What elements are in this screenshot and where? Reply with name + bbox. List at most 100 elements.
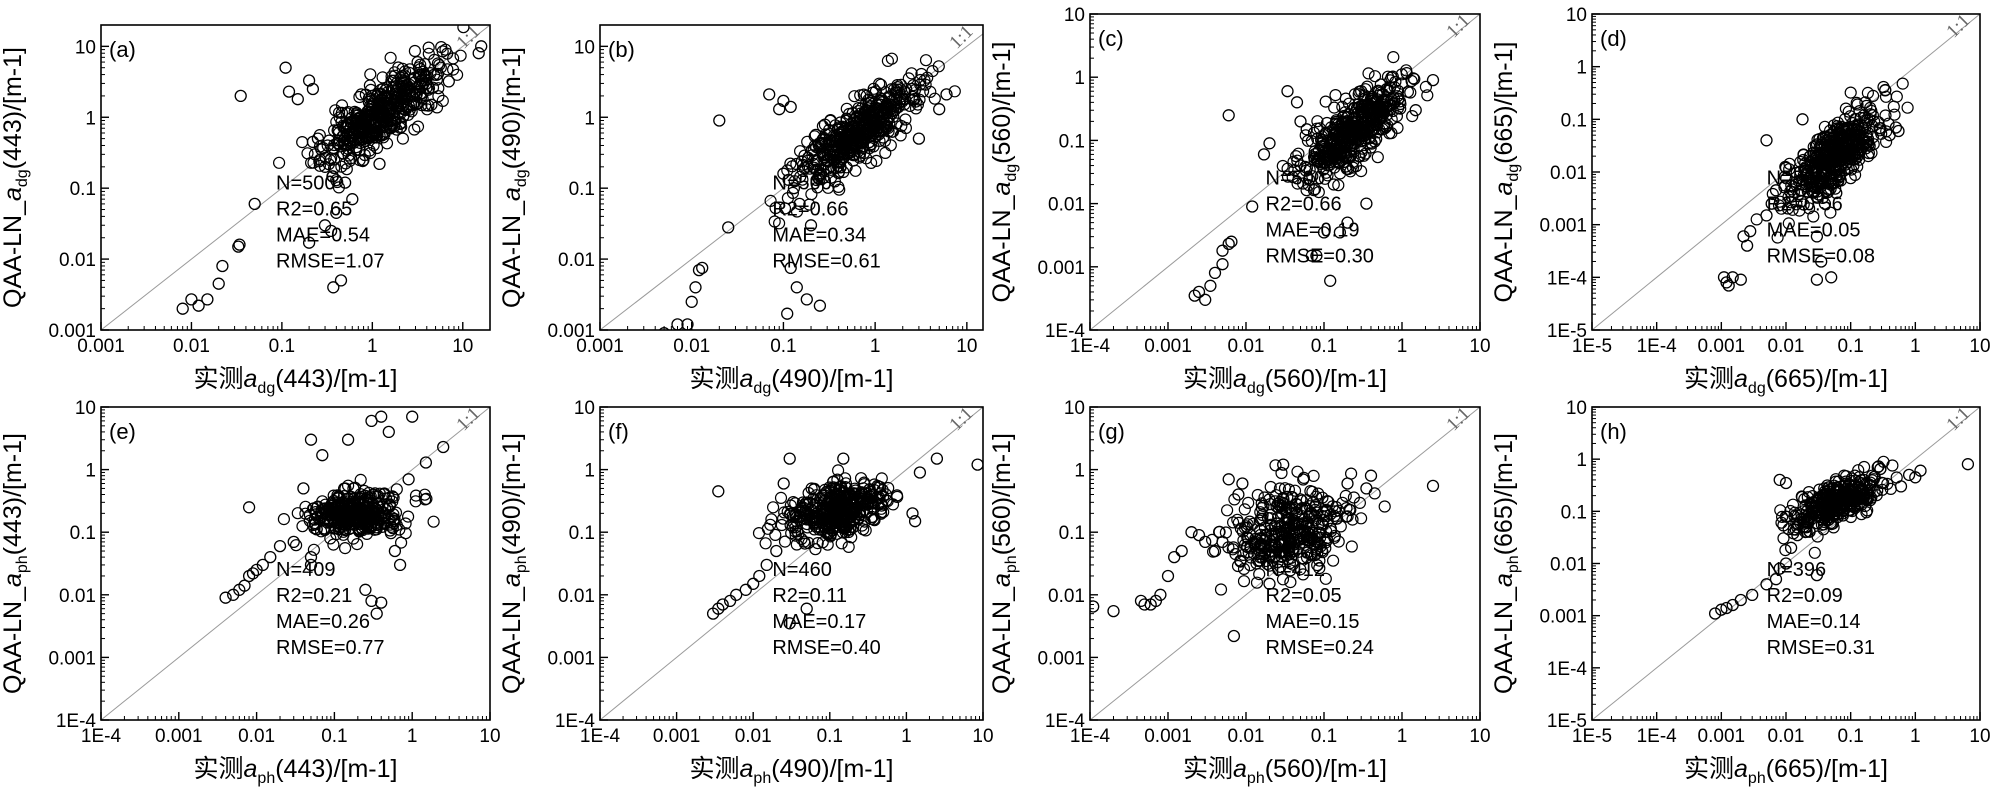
data-point — [1800, 525, 1813, 538]
data-point — [1222, 237, 1235, 251]
data-point — [339, 541, 352, 555]
data-point — [1294, 563, 1307, 576]
data-point — [1844, 498, 1858, 512]
data-point — [373, 109, 386, 123]
data-point — [1312, 487, 1325, 500]
data-point — [877, 101, 890, 115]
data-point — [1349, 120, 1363, 133]
data-point — [1311, 115, 1324, 128]
data-point — [1329, 88, 1342, 102]
data-point — [1810, 176, 1823, 189]
data-point — [437, 440, 450, 454]
data-point — [343, 514, 356, 527]
stat-line: R2=0.66 — [772, 199, 848, 221]
data-point — [1154, 588, 1167, 601]
data-point — [1238, 503, 1251, 516]
data-point — [1744, 225, 1757, 238]
x-axis-title: 实测adg(665)/[m-1] — [1684, 365, 1888, 397]
data-point — [851, 496, 864, 509]
data-point — [1816, 488, 1829, 501]
y-axis-title: QAA-LN_adg(560)/[m-1] — [988, 42, 1020, 303]
data-point — [1107, 604, 1120, 618]
data-point — [874, 78, 888, 91]
x-tick-label: 0.001 — [1144, 726, 1192, 747]
data-point — [1715, 603, 1728, 616]
data-point — [1206, 545, 1220, 558]
x-tick-label: 1E-4 — [81, 726, 122, 747]
x-tick-label: 1 — [367, 336, 378, 357]
y-axis-title: QAA-LN_aph(665)/[m-1] — [1490, 433, 1522, 694]
data-point — [807, 143, 820, 156]
data-point — [408, 76, 421, 89]
data-point — [332, 134, 345, 147]
data-point — [316, 449, 329, 462]
x-axis-title: 实测adg(560)/[m-1] — [1183, 365, 1387, 397]
stat-line: MAE=0.54 — [276, 225, 370, 247]
y-axis-title: QAA-LN_aph(443)/[m-1] — [0, 433, 31, 694]
data-point — [419, 493, 432, 506]
data-point — [1216, 244, 1229, 257]
y-tick-label: 1E-5 — [1547, 711, 1587, 732]
data-point — [863, 104, 876, 117]
data-point — [1161, 569, 1175, 583]
data-point — [1777, 532, 1790, 545]
x-tick-label: 1 — [1910, 336, 1921, 357]
x-tick-label: 10 — [1469, 336, 1490, 357]
x-tick-label: 0.01 — [1768, 726, 1805, 747]
data-point — [778, 535, 792, 548]
x-tick-label: 0.001 — [576, 336, 624, 357]
data-point — [307, 543, 320, 556]
data-point — [769, 201, 782, 215]
data-point — [353, 90, 366, 104]
data-point — [843, 496, 856, 509]
stat-line: N=500 — [1767, 168, 1827, 190]
data-point — [1362, 98, 1375, 112]
y-tick-label: 0.1 — [70, 523, 96, 544]
data-point — [1204, 279, 1217, 292]
data-point — [313, 159, 326, 172]
y-tick-label: 0.001 — [48, 321, 96, 342]
data-point — [802, 486, 815, 500]
x-tick-label: 10 — [1469, 726, 1490, 747]
data-point — [813, 167, 826, 180]
data-point — [345, 500, 358, 513]
data-point — [877, 505, 890, 519]
x-tick-label: 1 — [870, 336, 881, 357]
panel-label: (c) — [1098, 26, 1124, 51]
data-point — [1306, 485, 1319, 498]
y-tick-label: 10 — [574, 37, 595, 58]
data-point — [1341, 216, 1354, 229]
x-tick-label: 0.1 — [1837, 726, 1863, 747]
data-point — [382, 425, 395, 439]
x-tick-label: 0.01 — [1228, 726, 1265, 747]
data-point — [932, 60, 945, 73]
data-point — [840, 121, 853, 135]
data-point — [872, 480, 885, 493]
data-point — [1810, 273, 1824, 286]
y-tick-label: 0.001 — [48, 648, 96, 669]
point-group — [658, 52, 961, 330]
data-point — [1374, 105, 1387, 118]
data-point — [795, 501, 808, 514]
data-point — [446, 25, 450, 26]
data-point — [1333, 167, 1347, 180]
data-point — [769, 528, 782, 542]
data-point — [1777, 519, 1790, 532]
y-axis-title: QAA-LN_adg(443)/[m-1] — [0, 47, 31, 308]
data-point — [1272, 501, 1285, 514]
data-point — [304, 558, 318, 572]
data-point — [849, 487, 862, 500]
data-point — [1872, 116, 1885, 129]
data-point — [833, 131, 846, 144]
x-tick-label: 10 — [956, 336, 977, 357]
data-point — [1305, 249, 1319, 262]
data-point — [1317, 506, 1330, 519]
panel-label: (d) — [1600, 26, 1627, 51]
point-group — [1188, 50, 1440, 306]
y-tick-label: 10 — [574, 398, 595, 419]
data-point — [770, 544, 783, 558]
data-point — [1868, 115, 1881, 128]
data-point — [894, 129, 907, 142]
data-point — [827, 161, 840, 174]
data-point — [393, 558, 407, 572]
